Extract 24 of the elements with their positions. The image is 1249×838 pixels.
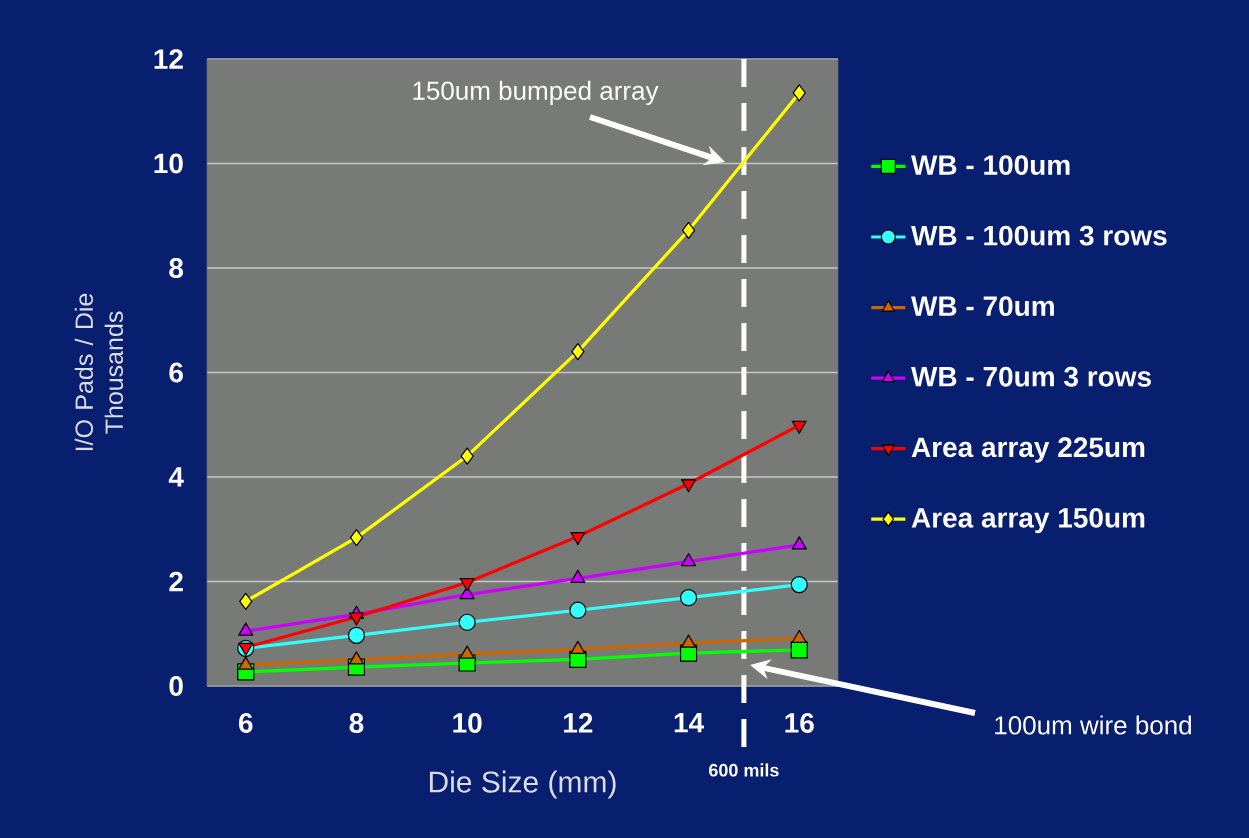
legend-label: Area array 150um [911, 507, 1145, 534]
y-axis-title: I/O Pads / Die Thousands [74, 293, 124, 451]
y-tick-label: 6 [169, 362, 183, 383]
legend-label: Area array 225um [911, 437, 1145, 463]
x-tick-label: 10 [453, 713, 482, 733]
annotation: 150um bumped array [413, 80, 659, 106]
x-tick-label: 16 [785, 713, 814, 733]
legend-label: WB - 70um [911, 296, 1054, 317]
text: 100um wire bond [995, 715, 1192, 735]
y-tick-label: 0 [169, 676, 183, 696]
y-tick-label: 2 [169, 571, 183, 592]
x-tick-label: 6 [239, 713, 253, 733]
ref-line-label: 600 mils [709, 763, 779, 777]
x-tick-label: 14 [674, 713, 704, 733]
legend-label: WB - 70um 3 rows [911, 366, 1151, 387]
x-tick-label: 8 [349, 713, 364, 733]
y-tick-label: 8 [169, 258, 184, 278]
x-tick-label: 12 [564, 713, 593, 733]
y-tick-label: 10 [154, 153, 183, 174]
legend-label: WB - 100um 3 rows [911, 225, 1167, 246]
legend-label: WB - 100um [911, 155, 1070, 175]
x-axis-title: Die Size (mm) [429, 770, 616, 799]
y-tick-label: 12 [154, 49, 183, 69]
y-tick-label: 4 [168, 467, 184, 487]
